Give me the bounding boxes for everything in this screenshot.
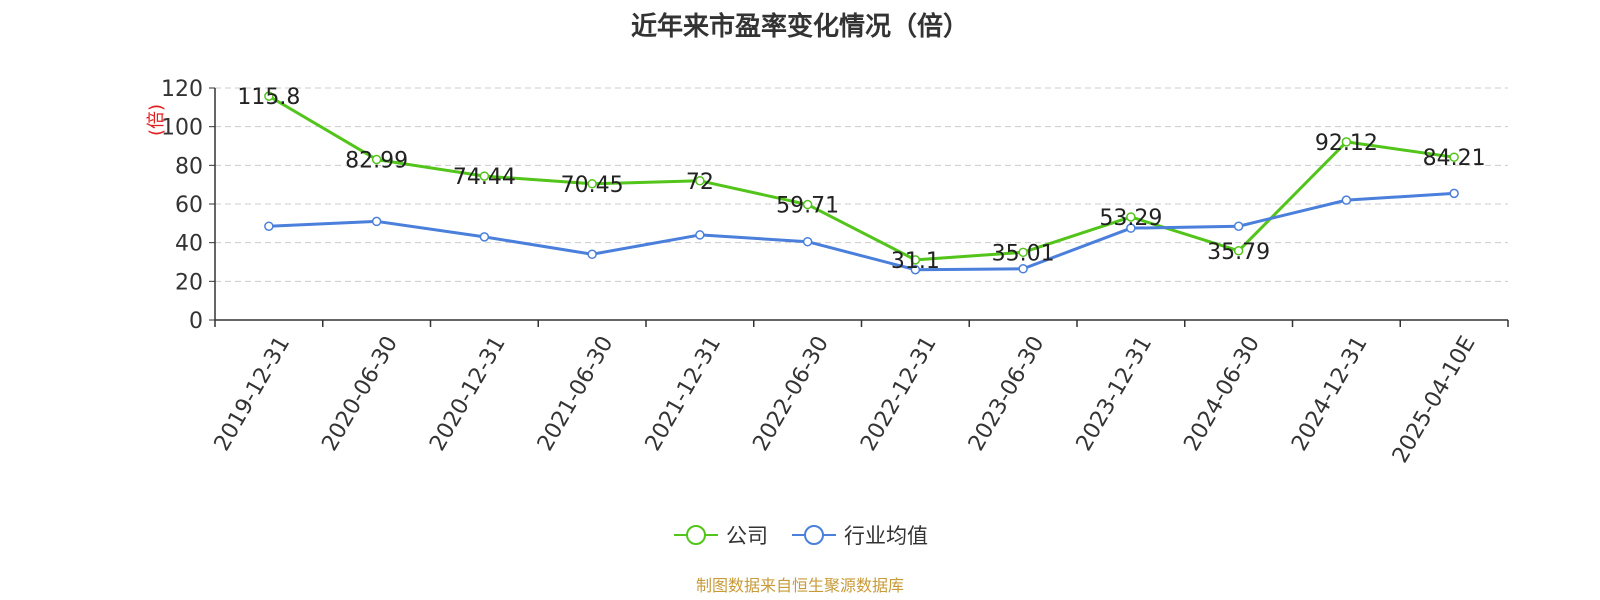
chart-title: 近年来市盈率变化情况（倍） — [630, 12, 969, 42]
data-point-1 — [1233, 221, 1244, 231]
data-label: 31.1 — [891, 249, 940, 274]
y-tick-label: 20 — [175, 270, 203, 295]
x-tick-label: 2020-06-30 — [317, 332, 403, 455]
data-point-0 — [1341, 137, 1352, 147]
data-point-0 — [1233, 246, 1244, 256]
y-tick-label: 40 — [175, 232, 203, 257]
data-point-1 — [587, 249, 597, 260]
data-label: 59.71 — [776, 194, 839, 219]
legend-item-industry-average[interactable]: 行业均值 — [790, 520, 928, 550]
legend-marker-industry-average — [792, 525, 836, 545]
y-tick-label: 120 — [161, 77, 203, 102]
data-label: 70.45 — [561, 173, 624, 198]
x-tick-label: 2019-12-31 — [210, 332, 296, 455]
data-point-1 — [1449, 188, 1459, 199]
legend-label-company: 公司 — [726, 524, 768, 548]
data-point-1 — [479, 232, 490, 242]
x-tick-label: 2022-06-30 — [748, 332, 834, 455]
x-tick-label: 2024-06-30 — [1179, 332, 1265, 455]
legend-label-industry-average: 行业均值 — [844, 524, 928, 548]
series-line-0 — [268, 94, 1455, 262]
x-tick-label: 2020-12-31 — [425, 332, 511, 455]
x-tick-label: 2023-06-30 — [964, 332, 1050, 455]
data-label: 115.8 — [237, 85, 300, 110]
data-label: 35.79 — [1207, 240, 1270, 265]
data-point-0 — [910, 255, 921, 265]
data-point-1 — [1126, 223, 1136, 233]
data-point-0 — [695, 176, 705, 186]
data-point-1 — [371, 216, 382, 227]
data-label: 82.99 — [345, 149, 408, 174]
series — [264, 91, 1459, 275]
data-point-1 — [1018, 264, 1028, 274]
x-tick-label: 2022-12-31 — [856, 332, 942, 455]
y-tick-label: 100 — [161, 116, 203, 141]
data-point-1 — [1341, 195, 1352, 205]
x-tick-label: 2021-06-30 — [533, 332, 619, 455]
data-point-0 — [802, 199, 813, 210]
series-line-1 — [268, 191, 1455, 272]
legend-marker-company — [674, 525, 718, 545]
data-point-0 — [1018, 247, 1028, 258]
data-point-0 — [371, 154, 382, 165]
legend: 公司 行业均值 — [0, 520, 1600, 550]
y-tick-label: 80 — [175, 154, 203, 179]
data-point-1 — [264, 221, 274, 231]
data-point-0 — [1126, 212, 1136, 222]
axes: 0 20 40 60 80 100 120 2019-12-31 2020-06-30 2020-… — [161, 77, 1509, 467]
x-tick-label: 2025-04-10E — [1388, 332, 1481, 467]
legend-item-company[interactable]: 公司 — [672, 520, 768, 550]
data-point-0 — [264, 91, 274, 101]
data-label: 53.29 — [1099, 206, 1162, 231]
x-tick-label: 2021-12-31 — [641, 332, 727, 455]
y-axis-label: (倍) — [146, 104, 167, 136]
data-point-0 — [587, 179, 597, 189]
source-note: 制图数据来自恒生聚源数据库 — [695, 576, 904, 595]
data-label: 35.01 — [992, 241, 1055, 266]
data-label: 72 — [686, 170, 714, 195]
data-point-0 — [1449, 152, 1459, 162]
data-label: 92.12 — [1315, 131, 1378, 156]
x-tick-label: 2023-12-31 — [1072, 332, 1158, 455]
grid-lines — [215, 87, 1508, 282]
data-point-0 — [479, 171, 490, 181]
data-label: 84.21 — [1423, 146, 1486, 171]
y-tick-label: 0 — [189, 309, 203, 334]
y-tick-label: 60 — [175, 193, 203, 218]
data-label: 74.44 — [453, 165, 516, 190]
data-point-1 — [695, 230, 705, 240]
x-tick-label: 2024-12-31 — [1287, 332, 1373, 455]
data-labels: 115.8 82.99 74.44 70.45 72 59.71 31.1 35.01 53.2… — [237, 85, 1485, 274]
data-point-1 — [910, 264, 921, 275]
data-point-1 — [802, 236, 813, 247]
